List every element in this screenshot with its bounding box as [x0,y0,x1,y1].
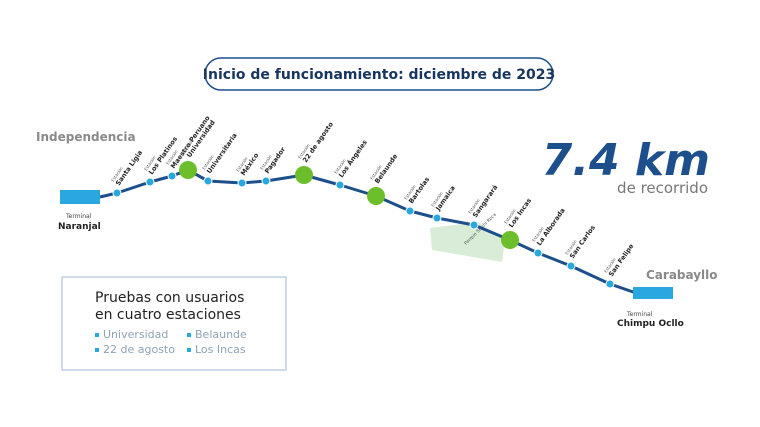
station-dot [405,206,415,216]
station-highlight [367,187,385,205]
legend-item: Belaunde [195,328,247,341]
station-dot [432,213,442,223]
station-dot [533,248,543,258]
title-pill [204,57,554,91]
end-district: Carabayllo [646,268,718,282]
station-dot [469,220,479,230]
terminal-label: Terminal [65,213,92,220]
terminal-start [60,190,100,204]
legend-marker [187,333,191,337]
start-district: Independencia [36,130,136,144]
station-dot [203,176,213,186]
route [99,168,637,295]
terminal-label: Terminal [626,311,653,318]
station-dot [261,176,271,186]
distance-value: 7.4 km [542,135,710,186]
legend: Pruebas con usuarios en cuatro estaciones… [95,290,247,356]
station-highlight [179,161,197,179]
route-line [99,168,637,295]
legend-box [61,276,287,371]
station-dot [605,279,615,289]
station-highlight [501,231,519,249]
station-dot [237,178,247,188]
station-dot [335,180,345,190]
station-dot [566,261,576,271]
station-highlight [295,166,313,184]
legend-item: 22 de agosto [103,343,175,356]
distance-caption: de recorrido [617,179,708,197]
terminal-name: Chimpu Ocllo [617,319,684,329]
station-dot [112,188,122,198]
legend-marker [95,333,99,337]
legend-marker [187,348,191,352]
terminal-end [633,287,673,299]
legend-title: Pruebas con usuarios en cuatro estaciones [95,290,244,323]
legend-item: Los Incas [195,343,246,356]
station-name: 22 de agosto [301,120,335,164]
legend-marker [95,348,99,352]
title: Inicio de funcionamiento: diciembre de 2… [203,67,555,83]
park [430,222,505,262]
legend-item: Universidad [103,328,168,341]
terminal-name: Naranjal [58,222,101,232]
station-dot [167,171,177,181]
station-dot [145,177,155,187]
